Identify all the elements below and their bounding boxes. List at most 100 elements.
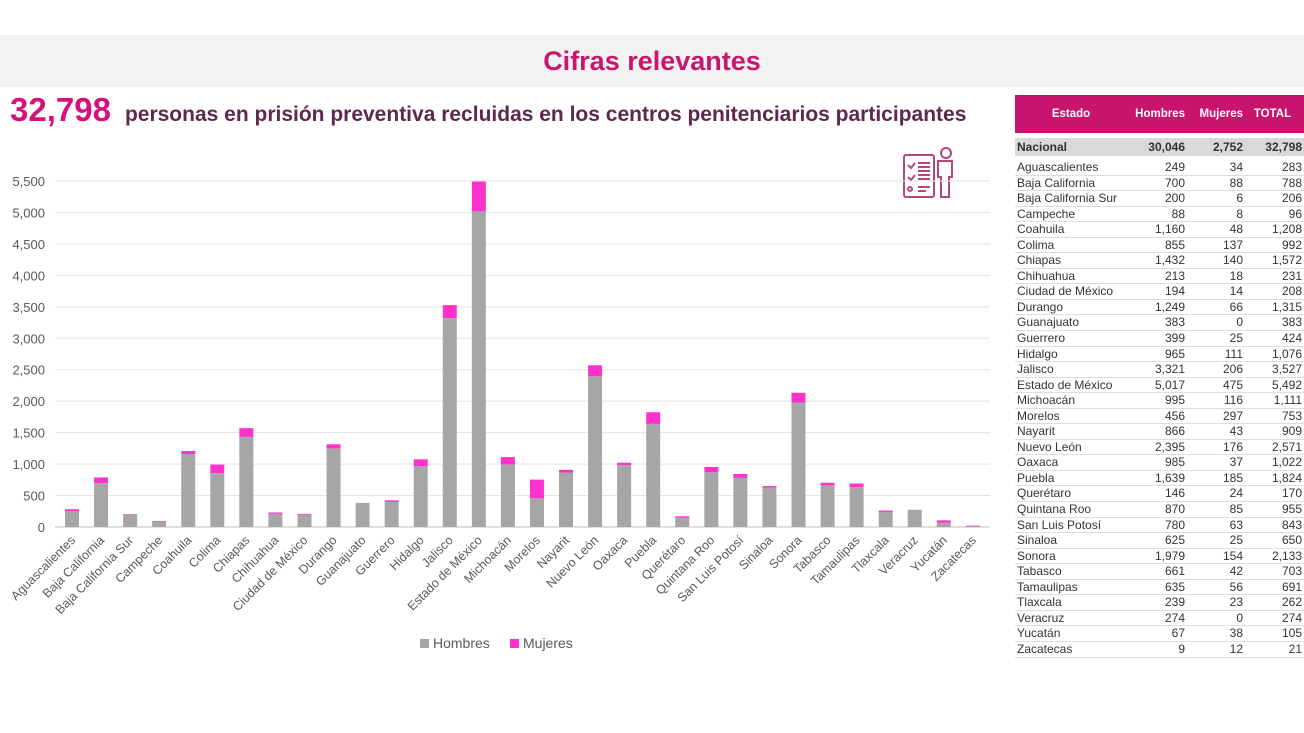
checklist-person-icon (903, 147, 953, 198)
table-row: Michoacán 995 116 1,111 (1015, 393, 1304, 409)
bar-hombres (471, 211, 486, 528)
cell: 2,133 (1271, 548, 1302, 563)
cell: 1,432 (1154, 253, 1185, 268)
cell: 456 (1164, 408, 1185, 423)
cell: 66 (1229, 299, 1243, 314)
headline-text: personas en prisión preventiva recluidas… (124, 103, 967, 126)
bar-hombres (442, 318, 457, 527)
cell: 146 (1164, 486, 1185, 501)
table-row: Puebla 1,639 185 1,824 (1015, 471, 1304, 487)
bar-mujeres (704, 466, 719, 473)
bar-hombres (239, 436, 254, 527)
cell: 870 (1164, 502, 1185, 517)
cell: 154 (1222, 548, 1243, 563)
table-row: Sinaloa 625 25 650 (1015, 533, 1304, 549)
table-row: Querétaro 146 24 170 (1015, 486, 1304, 503)
bar-hombres (529, 498, 544, 527)
col-mujeres: Mujeres (1199, 108, 1243, 120)
cell: 0 (1236, 610, 1243, 625)
cell: Quintana Roo (1017, 502, 1092, 517)
cell: 274 (1281, 610, 1302, 625)
cell: 185 (1222, 470, 1243, 485)
cell: 650 (1281, 533, 1302, 548)
cell: 88 (1171, 206, 1185, 221)
cell: 137 (1222, 237, 1243, 252)
cell: 383 (1281, 315, 1302, 330)
table-row-nacional: Nacional 30,046 2,752 32,798 (1015, 138, 1304, 156)
y-tick-label: 2,000 (12, 394, 45, 409)
bar-mujeres (588, 365, 603, 377)
cell: 1,160 (1154, 222, 1185, 237)
cell: Durango (1017, 299, 1064, 314)
bar-hombres (646, 423, 661, 527)
cell: Baja California Sur (1017, 191, 1118, 206)
bar-hombres (268, 513, 283, 527)
y-tick-label: 4,500 (12, 237, 45, 252)
bar-mujeres (297, 513, 312, 515)
bar-hombres (704, 472, 719, 527)
cell: 140 (1222, 253, 1243, 268)
cell: 0 (1236, 315, 1243, 330)
cell: 6 (1236, 191, 1243, 206)
table-row: Quintana Roo 870 85 955 (1015, 502, 1304, 518)
cell: Nuevo León (1017, 439, 1082, 454)
bar-hombres (791, 402, 806, 527)
cell: 176 (1222, 439, 1243, 454)
bar-mujeres (936, 520, 951, 523)
cell: Colima (1017, 237, 1055, 252)
table-row: Zacatecas 9 12 21 (1015, 642, 1304, 658)
cell: Estado de México (1017, 377, 1113, 392)
cell: 21 (1288, 641, 1302, 656)
legend-swatch (420, 639, 429, 648)
cell: 12 (1229, 641, 1243, 656)
cell: 2,571 (1271, 439, 1302, 454)
cell: 965 (1164, 346, 1185, 361)
bar-mujeres (94, 477, 109, 483)
bar-mujeres (646, 412, 661, 424)
y-tick-label: 3,500 (12, 300, 45, 315)
cell: 475 (1222, 377, 1243, 392)
cell: Yucatán (1017, 626, 1061, 641)
table-row: Aguascalientes 249 34 283 (1015, 160, 1304, 176)
bar-mujeres (529, 479, 544, 499)
cell: San Luis Potosí (1017, 517, 1102, 532)
cell: 24 (1229, 486, 1243, 501)
bar-hombres (849, 487, 864, 527)
cell: Guanajuato (1017, 315, 1080, 330)
table-row: Ciudad de México 194 14 208 (1015, 284, 1304, 300)
cell: 111 (1224, 346, 1243, 361)
cell: 274 (1164, 610, 1185, 625)
table-row: Veracruz 274 0 274 (1015, 611, 1304, 627)
cell: 866 (1164, 424, 1185, 439)
cell: 3,527 (1271, 362, 1302, 377)
bar-hombres (907, 509, 922, 527)
cell: 780 (1164, 517, 1185, 532)
cell: 992 (1281, 237, 1302, 252)
table-row: Guerrero 399 25 424 (1015, 331, 1304, 347)
bar-mujeres (152, 520, 167, 522)
cell: 85 (1229, 502, 1243, 517)
y-tick-label: 0 (38, 520, 45, 535)
cell: 8 (1236, 206, 1243, 221)
cell: 383 (1164, 315, 1185, 330)
cell: 1,315 (1271, 299, 1302, 314)
y-tick-label: 500 (23, 489, 45, 504)
cell: 231 (1281, 268, 1302, 283)
table-header: Estado Hombres Mujeres TOTAL (1015, 95, 1304, 133)
table-row: Colima 855 137 992 (1015, 238, 1304, 254)
bar-mujeres (820, 482, 835, 486)
bar-mujeres (210, 464, 225, 474)
table-row: Baja California 700 88 788 (1015, 176, 1304, 192)
cell: 661 (1164, 564, 1185, 579)
cell: Nayarit (1017, 424, 1056, 439)
cell: 32,798 (1265, 140, 1302, 154)
cell: Querétaro (1017, 486, 1072, 501)
headline-number: 32,798 (10, 91, 111, 128)
cell: 635 (1164, 579, 1185, 594)
table-row: Oaxaca 985 37 1,022 (1015, 455, 1304, 471)
table-row: Estado de México 5,017 475 5,492 (1015, 378, 1304, 394)
legend-swatch (510, 639, 519, 648)
cell: 63 (1229, 517, 1243, 532)
cell: 43 (1229, 424, 1243, 439)
cell: Oaxaca (1017, 455, 1059, 470)
